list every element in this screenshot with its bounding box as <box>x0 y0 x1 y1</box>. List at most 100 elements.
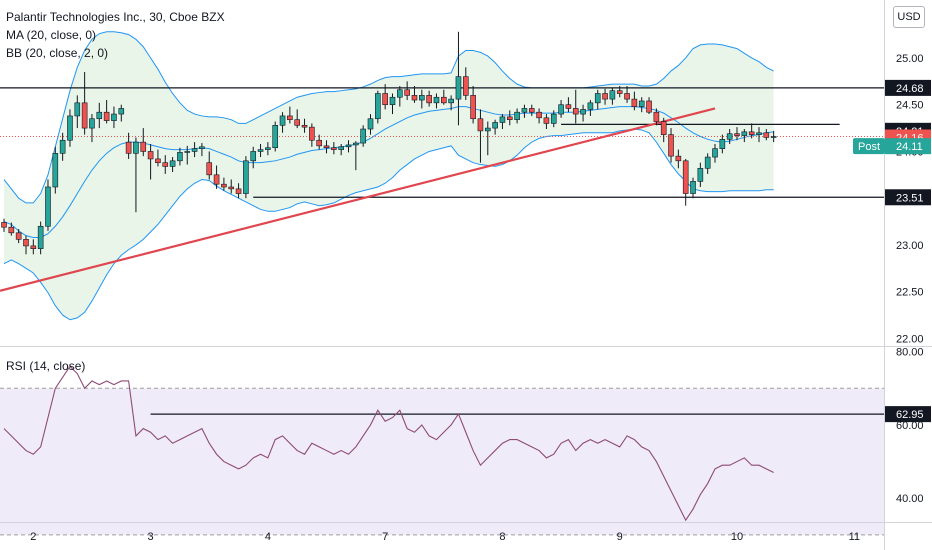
price-tag: 24.11 <box>896 141 923 153</box>
candle-body <box>74 102 81 117</box>
bb-fill <box>4 31 774 320</box>
candle-body <box>697 167 704 182</box>
candle-body <box>397 89 403 98</box>
price-pane <box>0 31 884 321</box>
time-tick-label: 10 <box>731 531 743 543</box>
candle-body <box>147 151 154 160</box>
ma-line <box>3 106 774 238</box>
candle-body <box>616 90 623 94</box>
candle-body <box>734 133 740 136</box>
bb-upper-line <box>3 31 774 204</box>
candle-body <box>133 141 139 154</box>
candle-body <box>375 93 381 120</box>
candle-body <box>690 181 696 194</box>
candle-body <box>15 232 22 240</box>
candle-body <box>389 96 396 106</box>
currency-button[interactable]: USD <box>893 6 925 28</box>
candle-body <box>294 119 301 126</box>
price-tick-label: 23.00 <box>896 240 924 252</box>
candle-body <box>675 155 682 162</box>
bb-legend[interactable]: BB (20, close, 2, 0) <box>6 46 109 60</box>
candle-body <box>470 95 476 120</box>
candle-body <box>59 139 66 154</box>
candle-body <box>45 186 51 227</box>
candle-body <box>125 141 132 154</box>
price-tag-bg <box>885 138 931 155</box>
candle-body <box>536 111 542 119</box>
price-tick-label: 22.50 <box>896 287 924 299</box>
candle-body <box>67 115 73 141</box>
candle-body <box>514 111 520 120</box>
candle-body <box>528 108 535 113</box>
rsi-level-tag: 62.95 <box>896 409 924 421</box>
rsi-line <box>3 365 774 522</box>
candle-body <box>199 146 205 149</box>
candle-body <box>30 245 37 249</box>
candle-body <box>89 118 95 129</box>
candle-body <box>426 95 432 104</box>
candle-body <box>37 225 44 249</box>
candle-body <box>704 156 711 169</box>
price-tick-label: 25.00 <box>896 53 924 65</box>
candle-body <box>382 93 388 106</box>
time-tick-label: 7 <box>382 531 388 543</box>
candle-body <box>184 151 191 153</box>
candle-body <box>162 162 169 167</box>
candle-body <box>770 136 777 138</box>
candle-body <box>550 113 557 124</box>
candle-body <box>309 126 315 141</box>
candle-body <box>221 183 227 188</box>
candle-body <box>646 100 652 113</box>
candle-body <box>8 226 15 234</box>
candle-body <box>741 131 748 136</box>
candle-body <box>631 98 638 107</box>
bb-lower-line <box>3 128 774 321</box>
candle-body <box>1 222 7 228</box>
candle-body <box>602 93 608 100</box>
rsi-tick-label: 40.00 <box>896 493 924 505</box>
time-tick-label: 9 <box>617 531 623 543</box>
candle-body <box>96 111 103 120</box>
rsi-tick-label: 80.00 <box>896 347 924 359</box>
candle-body <box>448 98 454 104</box>
candle-body <box>345 144 352 148</box>
candle-body <box>506 116 513 120</box>
candle-body <box>682 160 689 194</box>
candle-body <box>272 124 279 149</box>
candle-body <box>169 160 176 167</box>
candle-body <box>558 104 564 115</box>
candle-body <box>191 148 198 152</box>
candle-body <box>353 142 359 146</box>
time-tick-label: 3 <box>148 531 154 543</box>
candle-body <box>265 147 271 150</box>
candle-body <box>712 148 718 158</box>
rsi-tag-bg <box>885 406 931 423</box>
candle-body <box>404 89 410 96</box>
candle-body <box>477 118 484 132</box>
rsi-legend[interactable]: RSI (14, close) <box>6 359 86 373</box>
candle-body <box>316 139 322 147</box>
candle-body <box>653 111 660 122</box>
candle-body <box>81 102 88 129</box>
candle-body <box>235 188 242 194</box>
candle-body <box>23 239 29 247</box>
price-tick-label: 22.00 <box>896 333 924 345</box>
post-badge <box>853 138 885 155</box>
candle-body <box>279 115 286 126</box>
candle-body <box>748 131 755 135</box>
chart-title: Palantir Technologies Inc., 30, Cboe BZX <box>6 10 225 24</box>
ma-legend[interactable]: MA (20, close, 0) <box>6 28 97 42</box>
candle-body <box>668 134 674 157</box>
candle-body <box>177 152 183 162</box>
candle-body <box>411 95 418 101</box>
candle-body <box>543 117 550 124</box>
candle-body <box>719 139 726 149</box>
price-tag-bg <box>885 189 931 206</box>
candle-body <box>763 132 770 138</box>
candle-body <box>587 102 594 110</box>
candle-body <box>118 108 125 115</box>
candle-body <box>257 149 264 152</box>
candle-body <box>660 121 667 135</box>
